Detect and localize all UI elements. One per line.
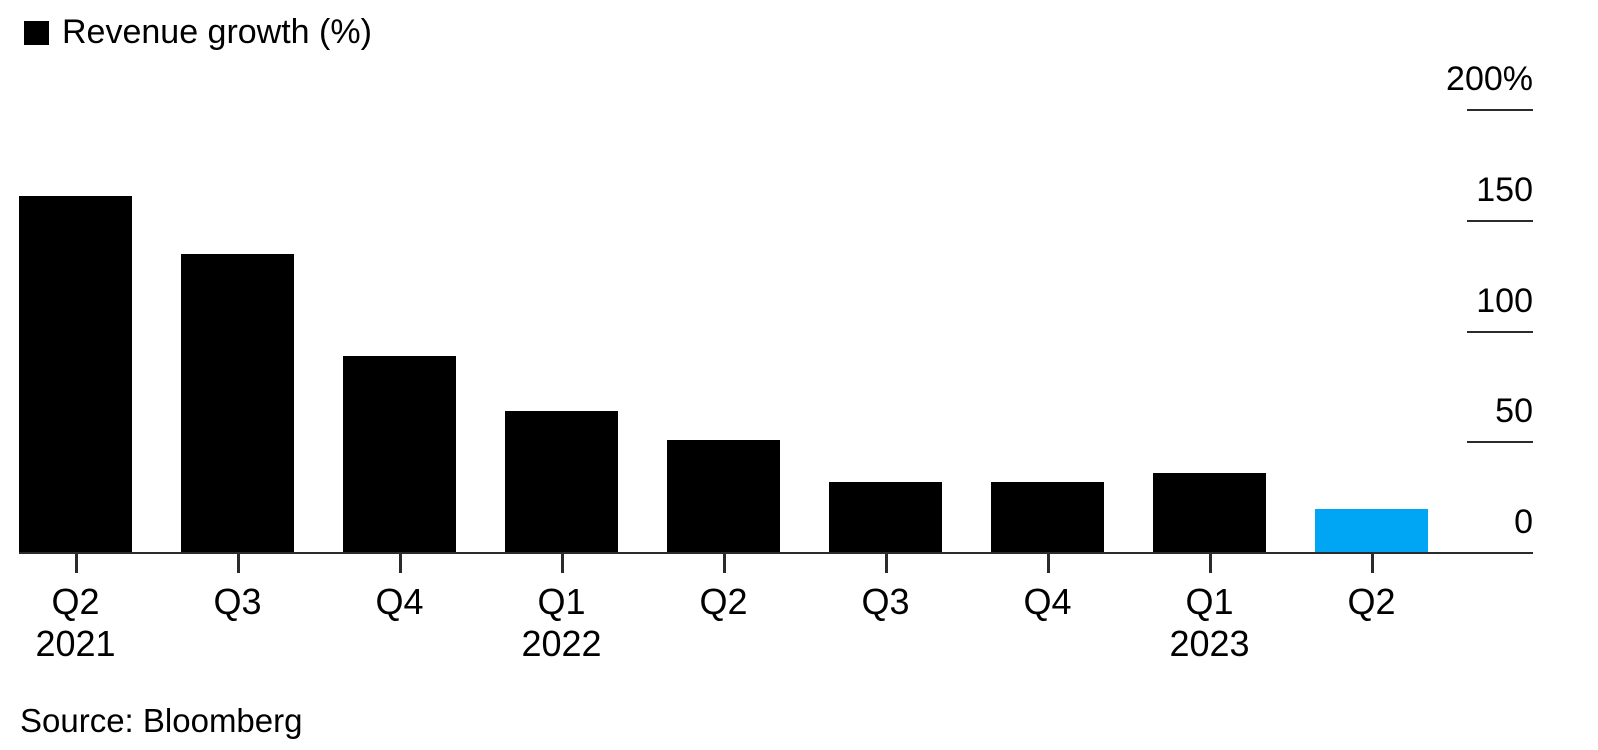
y-axis-tick: [1467, 441, 1533, 443]
x-year-label: 2023: [1169, 623, 1250, 664]
x-axis-tick: [236, 553, 240, 573]
x-tick-label: Q1: [537, 581, 586, 622]
bar: [829, 482, 942, 553]
x-tick-label: Q2: [699, 581, 748, 622]
x-year-label: 2022: [521, 623, 602, 664]
bar: [19, 196, 132, 553]
bar: [505, 411, 618, 553]
bar: [1315, 509, 1428, 553]
y-axis-tick: [1467, 109, 1533, 111]
bar: [1153, 473, 1266, 553]
x-tick-label: Q3: [861, 581, 910, 622]
y-axis-tick: [1467, 220, 1533, 222]
x-axis-tick: [1046, 553, 1050, 573]
legend-label: Revenue growth (%): [62, 13, 372, 51]
x-axis-tick: [1370, 553, 1374, 573]
x-tick-label: Q1: [1185, 581, 1234, 622]
x-axis-tick: [1208, 553, 1212, 573]
x-tick-label: Q2: [1347, 581, 1396, 622]
y-tick-label: 100: [1476, 282, 1533, 320]
x-tick-label: Q2: [51, 581, 100, 622]
x-tick-label: Q4: [1023, 581, 1072, 622]
x-tick-label: Q3: [213, 581, 262, 622]
y-tick-label: 0: [1514, 503, 1533, 541]
y-tick-label: 200%: [1446, 60, 1533, 98]
y-axis-tick: [1467, 331, 1533, 333]
x-year-label: 2021: [35, 623, 116, 664]
x-axis-tick: [884, 553, 888, 573]
x-axis-tick: [74, 553, 78, 573]
y-tick-label: 50: [1495, 392, 1533, 430]
source-text: Source: Bloomberg: [20, 702, 303, 739]
bar: [991, 482, 1104, 553]
x-axis-line: [19, 552, 1533, 554]
x-tick-label: Q4: [375, 581, 424, 622]
y-tick-label: 150: [1476, 171, 1533, 209]
x-axis-tick: [722, 553, 726, 573]
legend: Revenue growth (%): [24, 13, 372, 51]
x-axis-tick: [560, 553, 564, 573]
bar: [343, 356, 456, 553]
legend-swatch-icon: [24, 20, 49, 45]
bar: [181, 254, 294, 553]
bar: [667, 440, 780, 553]
x-axis-tick: [398, 553, 402, 573]
